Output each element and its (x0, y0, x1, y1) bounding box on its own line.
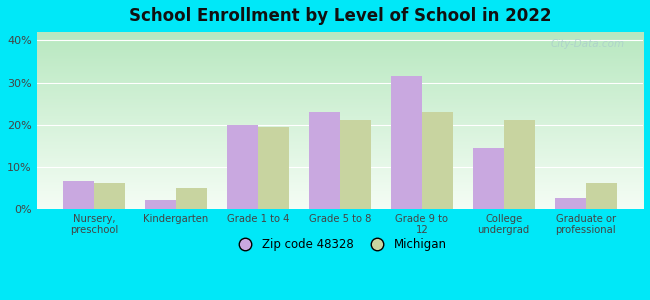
Bar (176, 188, 207, 209)
Bar (504, 120, 535, 209)
Bar (473, 148, 504, 209)
Bar (63, 181, 94, 209)
Legend: Zip code 48328, Michigan: Zip code 48328, Michigan (228, 233, 451, 256)
Bar (145, 200, 176, 209)
Bar (94, 183, 125, 209)
Bar (554, 198, 586, 209)
Text: City-Data.com: City-Data.com (551, 39, 625, 49)
Bar (391, 76, 422, 209)
Bar (340, 120, 371, 209)
Bar (422, 112, 453, 209)
Bar (586, 183, 617, 209)
Title: School Enrollment by Level of School in 2022: School Enrollment by Level of School in … (129, 7, 551, 25)
Bar (227, 124, 258, 209)
Bar (258, 127, 289, 209)
Bar (309, 112, 340, 209)
